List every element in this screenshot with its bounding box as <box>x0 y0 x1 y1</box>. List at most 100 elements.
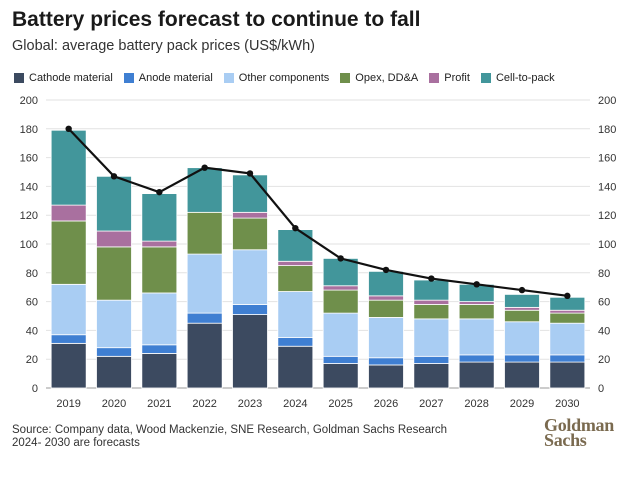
bar-segment <box>50 129 87 206</box>
bar-segment <box>549 361 586 389</box>
y-tick-label-left: 100 <box>20 239 38 251</box>
x-tick-label: 2025 <box>328 398 352 410</box>
legend-item: Opex, DD&A <box>340 72 418 84</box>
goldman-sachs-logo: Goldman Sachs <box>544 416 634 450</box>
y-tick-label-left: 160 <box>20 153 38 165</box>
bar-segment <box>549 354 586 363</box>
bar-segment <box>458 318 495 356</box>
bar-segment <box>232 249 268 305</box>
y-tick-label-right: 60 <box>598 297 610 309</box>
legend-label: Cell-to-pack <box>495 72 555 84</box>
bar-segment <box>141 353 178 389</box>
bar-segment <box>96 246 132 301</box>
y-tick-label-left: 40 <box>26 325 38 337</box>
bar-segment <box>413 304 450 320</box>
y-tick-label-right: 180 <box>598 124 616 136</box>
bar-segment <box>504 361 540 389</box>
bar-segment <box>504 321 540 356</box>
bar-segment <box>277 345 314 389</box>
bar-segment <box>141 344 178 354</box>
bar-segment <box>96 355 132 389</box>
bar-segment <box>141 240 178 248</box>
bar-segment <box>322 363 359 389</box>
bar-segment <box>277 265 314 292</box>
bar-segment <box>186 322 223 389</box>
y-tick-label-left: 80 <box>26 268 38 280</box>
legend-swatch <box>480 73 491 83</box>
y-tick-label-left: 140 <box>20 181 38 193</box>
y-tick-label-right: 120 <box>598 210 616 222</box>
x-tick-label: 2021 <box>147 398 171 410</box>
bar-segment <box>186 312 223 324</box>
bar-segment <box>413 279 450 301</box>
bar-segment <box>368 357 404 366</box>
line-point <box>564 292 571 300</box>
y-tick-label-left: 20 <box>26 354 38 366</box>
legend-label: Profit <box>444 72 470 84</box>
chart-subtitle: Global: average battery pack prices (US$… <box>12 38 316 54</box>
legend-label: Cathode material <box>29 72 113 84</box>
bar-segment <box>277 337 314 347</box>
legend-swatch <box>429 73 440 83</box>
bar-segment <box>413 299 450 305</box>
bar-segment <box>96 347 132 357</box>
legend-swatch <box>123 73 134 83</box>
bar-segment <box>322 312 359 357</box>
bar-segment <box>322 289 359 314</box>
y-tick-label-right: 140 <box>598 181 616 193</box>
x-tick-label: 2023 <box>238 398 262 410</box>
source-line: Source: Company data, Wood Mackenzie, SN… <box>12 424 448 436</box>
bar-segment <box>322 285 359 291</box>
bar-segment <box>549 309 586 314</box>
bar-segment <box>413 355 450 364</box>
line-point <box>382 266 390 274</box>
y-tick-label-left: 120 <box>20 210 38 222</box>
bar-segment <box>232 304 268 315</box>
bar-segment <box>232 174 268 213</box>
legend-swatch <box>14 73 24 83</box>
bar-segment <box>458 354 495 363</box>
bar-segment <box>96 175 132 232</box>
y-tick-label-left: 180 <box>20 124 38 136</box>
bar-segment <box>277 260 314 266</box>
legend-item: Other components <box>223 72 329 84</box>
bar-segment <box>413 363 450 389</box>
chart-legend: Cathode material Anode material Other comp… <box>14 70 634 86</box>
bar-segment <box>96 230 132 248</box>
bar-segment <box>504 306 540 311</box>
line-point <box>65 125 72 132</box>
bar-segment <box>368 270 404 297</box>
x-tick-label: 2022 <box>192 398 216 410</box>
bar-segment <box>50 204 87 222</box>
line-point <box>246 170 254 177</box>
bar-segment <box>186 253 223 314</box>
logo-line-2: Sachs <box>544 430 587 450</box>
line-point <box>292 224 299 232</box>
bar-segment <box>504 354 540 363</box>
y-tick-label-right: 160 <box>598 153 616 165</box>
bar-segment <box>549 322 586 356</box>
legend-item: Cathode material <box>14 72 113 84</box>
x-tick-label: 2027 <box>419 398 443 410</box>
x-tick-label: 2019 <box>56 398 80 410</box>
bar-segment <box>96 299 132 349</box>
y-tick-label-right: 40 <box>598 325 610 337</box>
forecast-note: 2024- 2030 are forecasts <box>12 437 140 449</box>
x-tick-label: 2020 <box>102 398 126 410</box>
x-tick-label: 2030 <box>555 398 579 410</box>
legend-item: Anode material <box>123 72 213 84</box>
bar-segment <box>50 342 87 389</box>
bar-segment <box>549 312 586 324</box>
bar-segment <box>368 364 404 389</box>
line-point <box>156 188 163 196</box>
bar-segment <box>413 318 450 357</box>
bar-segment <box>141 292 178 346</box>
bar-segment <box>50 334 87 344</box>
y-tick-label-right: 0 <box>598 383 604 395</box>
bar-segment <box>458 361 495 389</box>
bar-segment <box>504 293 540 308</box>
line-point <box>428 275 435 282</box>
bar-segment <box>368 317 404 359</box>
y-tick-label-right: 80 <box>598 268 610 280</box>
